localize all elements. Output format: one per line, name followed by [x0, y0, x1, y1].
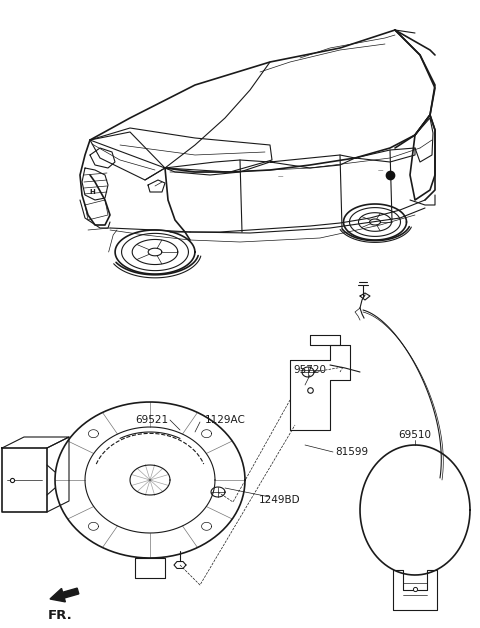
- Text: FR.: FR.: [48, 609, 73, 622]
- Text: 1129AC: 1129AC: [205, 415, 246, 425]
- FancyArrow shape: [50, 588, 79, 602]
- Text: —: —: [377, 168, 383, 173]
- Text: 69510: 69510: [398, 430, 432, 440]
- Text: 69521: 69521: [135, 415, 168, 425]
- Text: —: —: [277, 174, 283, 179]
- Text: H: H: [89, 189, 95, 195]
- Text: 95720: 95720: [293, 365, 326, 375]
- Text: 1249BD: 1249BD: [259, 495, 301, 505]
- Text: 81599: 81599: [335, 447, 368, 457]
